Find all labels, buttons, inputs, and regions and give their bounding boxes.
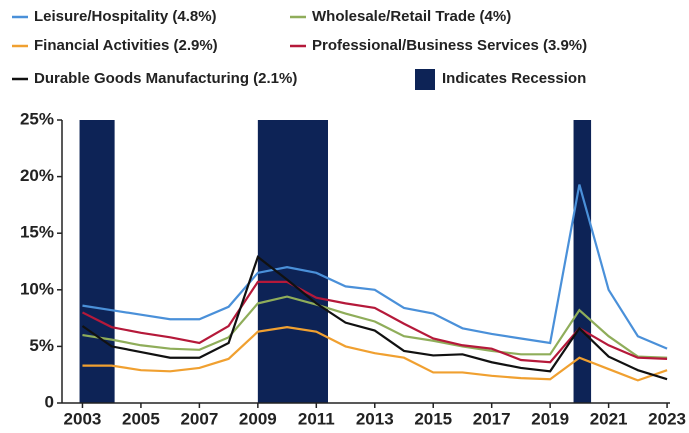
series-line <box>81 280 668 364</box>
legend-swatch <box>415 69 435 90</box>
y-tick-label: 5% <box>29 336 54 355</box>
x-tick-label: 2017 <box>473 409 511 428</box>
series-line <box>82 295 668 359</box>
x-tick-label: 2021 <box>590 409 628 428</box>
y-tick-label: 25% <box>20 109 54 128</box>
series-line <box>82 184 668 350</box>
x-tick-label: 2009 <box>239 409 277 428</box>
recession-band <box>257 120 328 403</box>
x-tick-label: 2003 <box>64 409 102 428</box>
recession-band <box>79 120 115 403</box>
x-tick-label: 2011 <box>298 409 335 428</box>
legend-label: Financial Activities (2.9%) <box>34 37 218 54</box>
x-tick-label: 2007 <box>180 409 218 428</box>
y-tick-label: 10% <box>20 279 54 298</box>
y-tick-label: 0 <box>45 392 54 411</box>
legend-label: Durable Goods Manufacturing (2.1%) <box>34 70 297 87</box>
y-tick-label: 20% <box>20 166 54 185</box>
legend-label: Wholesale/Retail Trade (4%) <box>312 8 511 25</box>
legend-label: Leisure/Hospitality (4.8%) <box>34 8 217 25</box>
y-tick-label: 15% <box>20 223 54 242</box>
series-line <box>82 326 668 382</box>
x-tick-label: 2013 <box>356 409 394 428</box>
legend-label: Professional/Business Services (3.9%) <box>312 37 587 54</box>
legend-label: Indicates Recession <box>442 70 586 87</box>
x-tick-label: 2023 <box>648 409 686 428</box>
series-line <box>81 255 668 381</box>
x-tick-label: 2005 <box>122 409 160 428</box>
x-tick-label: 2015 <box>414 409 452 428</box>
x-tick-label: 2019 <box>531 409 569 428</box>
